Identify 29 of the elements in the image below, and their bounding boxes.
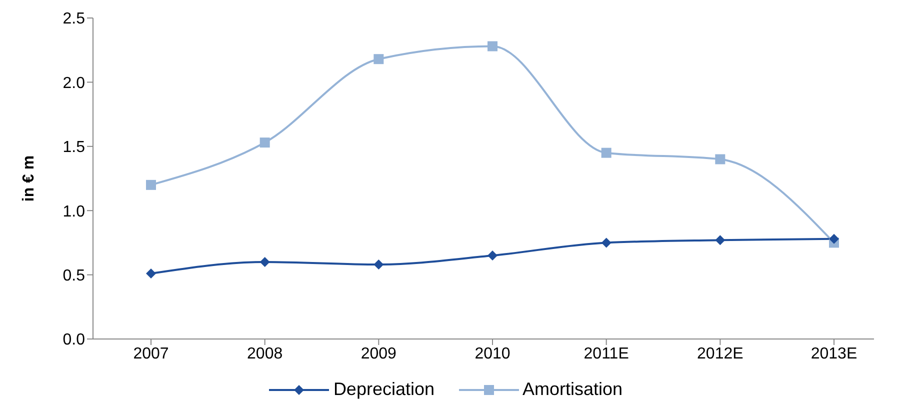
x-tick-label: 2012E bbox=[697, 345, 744, 362]
point bbox=[829, 234, 839, 244]
point bbox=[601, 238, 612, 248]
x-tick-label: 2009 bbox=[360, 345, 397, 362]
x-tick-label: 2010 bbox=[474, 345, 510, 362]
point bbox=[488, 250, 498, 261]
legend-label: Depreciation bbox=[332, 379, 434, 400]
point bbox=[715, 154, 726, 164]
y-tick-label: 0.0 bbox=[62, 332, 86, 349]
point bbox=[146, 268, 156, 279]
y-tick-label: 2.5 bbox=[62, 10, 86, 28]
y-tick-label: 0.5 bbox=[62, 267, 86, 284]
point bbox=[374, 260, 384, 270]
point bbox=[260, 256, 270, 267]
x-tick-label: 2013E bbox=[810, 345, 858, 362]
point bbox=[601, 148, 612, 158]
x-tick-label: 2011E bbox=[584, 345, 629, 362]
point bbox=[146, 180, 156, 190]
point bbox=[715, 235, 726, 246]
x-tick-label: 2007 bbox=[133, 345, 169, 362]
y-axis-title: in € m bbox=[20, 155, 38, 202]
y-tick-label: 1.0 bbox=[62, 203, 86, 220]
x-tick-label: 2008 bbox=[247, 345, 283, 362]
point bbox=[260, 138, 270, 148]
point bbox=[374, 54, 384, 64]
legend-label: Amortisation bbox=[522, 379, 623, 400]
point bbox=[488, 41, 498, 52]
y-tick-label: 2.0 bbox=[62, 74, 86, 92]
y-tick-label: 1.5 bbox=[62, 139, 86, 156]
